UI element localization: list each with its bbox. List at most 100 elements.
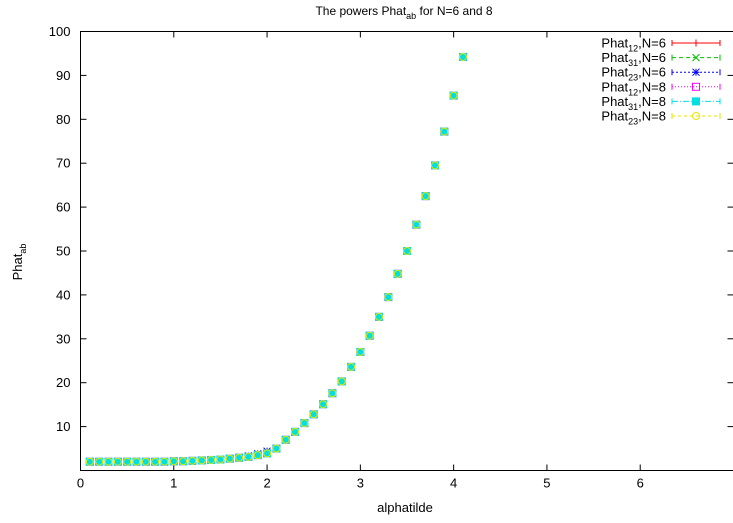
- data-point: [309, 410, 318, 419]
- data-point: [188, 456, 197, 465]
- y-title-base: Phat: [10, 253, 25, 280]
- legend-marker: [692, 112, 700, 120]
- data-point: [225, 454, 234, 463]
- data-point: [123, 457, 132, 466]
- data-point: [235, 453, 244, 462]
- legend-label-sub: 23: [628, 117, 638, 127]
- data-point: [95, 457, 104, 466]
- legend-label: Phat31,N=6: [601, 50, 666, 68]
- data-point: [160, 457, 169, 466]
- x-tick-label: 0: [77, 476, 84, 491]
- x-tick-label: 1: [170, 476, 177, 491]
- legend-label-suffix: ,N=6: [638, 36, 666, 51]
- title-base: The powers Phat: [315, 4, 406, 18]
- data-point: [421, 192, 430, 201]
- series-group: [85, 53, 467, 466]
- data-point: [216, 455, 225, 464]
- legend-label-sub: 23: [628, 73, 638, 83]
- data-point: [458, 52, 467, 61]
- legend-label-suffix: ,N=8: [638, 79, 666, 94]
- data-point: [356, 347, 365, 356]
- data-point: [104, 457, 113, 466]
- data-point: [375, 312, 384, 321]
- data-point: [384, 293, 393, 302]
- data-point: [403, 247, 411, 255]
- title-sub: ab: [406, 11, 416, 21]
- legend-label-sub: 31: [628, 58, 638, 68]
- y-tick-label: 100: [49, 24, 71, 39]
- y-tick-label: 50: [56, 244, 70, 259]
- data-point: [151, 457, 160, 466]
- y-axis-ticks: 10 20 30 40 50 60 70 80 90 100: [49, 24, 733, 434]
- series-group: [85, 52, 467, 466]
- y-tick-label: 90: [56, 68, 70, 83]
- series-group: [85, 53, 467, 466]
- legend-label: Phat31,N=8: [601, 94, 666, 112]
- y-tick-label: 60: [56, 200, 70, 215]
- legend-marker: [692, 39, 700, 47]
- legend-label-base: Phat: [601, 79, 628, 94]
- y-tick-label: 10: [56, 419, 70, 434]
- data-point: [347, 362, 356, 371]
- x-tick-label: 2: [263, 476, 270, 491]
- legend-label-base: Phat: [601, 109, 628, 124]
- data-point: [412, 220, 421, 229]
- data-point: [430, 161, 439, 170]
- legend: Phat12,N=6Phat31,N=6Phat23,N=6Phat12,N=8…: [601, 36, 721, 127]
- data-point: [440, 127, 449, 136]
- data-point: [179, 457, 188, 466]
- y-tick-label: 40: [56, 287, 70, 302]
- y-axis-title: Phatab: [10, 244, 28, 281]
- data-point: [263, 449, 272, 458]
- data-point: [244, 452, 253, 461]
- legend-marker: [692, 97, 700, 106]
- legend-label-suffix: ,N=6: [638, 65, 666, 80]
- legend-marker: [692, 53, 700, 62]
- y-title-sub: ab: [18, 244, 28, 254]
- data-point: [141, 457, 150, 466]
- data-point: [328, 389, 337, 398]
- data-point: [113, 457, 122, 466]
- chart-title: The powers Phatab for N=6 and 8: [315, 4, 492, 21]
- data-point: [169, 457, 178, 466]
- legend-marker: [692, 82, 700, 91]
- data-point: [393, 269, 402, 278]
- legend-label-suffix: ,N=8: [638, 109, 666, 124]
- legend-label: Phat12,N=8: [601, 79, 666, 97]
- x-tick-label: 6: [637, 476, 644, 491]
- title-suffix: for N=6 and 8: [416, 4, 493, 18]
- legend-label-base: Phat: [601, 65, 628, 80]
- data-point: [319, 400, 328, 409]
- data-point: [197, 456, 206, 465]
- legend-label: Phat12,N=6: [601, 36, 666, 54]
- x-tick-label: 4: [450, 476, 457, 491]
- series-group: [86, 53, 467, 466]
- legend-label: Phat23,N=6: [601, 65, 666, 83]
- x-tick-label: 3: [357, 476, 364, 491]
- series-group: [85, 52, 467, 466]
- y-tick-label: 80: [56, 112, 70, 127]
- y-tick-label: 30: [56, 331, 70, 346]
- data-point: [365, 331, 374, 340]
- data-point: [253, 451, 262, 460]
- data-point: [337, 377, 346, 386]
- series-layer: [85, 52, 467, 466]
- legend-label-base: Phat: [601, 94, 628, 109]
- data-point: [132, 457, 141, 466]
- data-point: [272, 444, 281, 453]
- data-point: [300, 419, 309, 428]
- series-group: [85, 52, 467, 466]
- legend-label-base: Phat: [601, 36, 628, 51]
- legend-label: Phat23,N=8: [601, 109, 666, 127]
- legend-label-suffix: ,N=8: [638, 94, 666, 109]
- legend-label-suffix: ,N=6: [638, 50, 666, 65]
- data-point: [281, 435, 290, 444]
- y-tick-label: 70: [56, 156, 70, 171]
- legend-label-base: Phat: [601, 50, 628, 65]
- data-point: [207, 455, 216, 464]
- legend-marker: [692, 68, 700, 77]
- x-tick-label: 5: [543, 476, 550, 491]
- x-axis-title: alphatilde: [377, 500, 433, 515]
